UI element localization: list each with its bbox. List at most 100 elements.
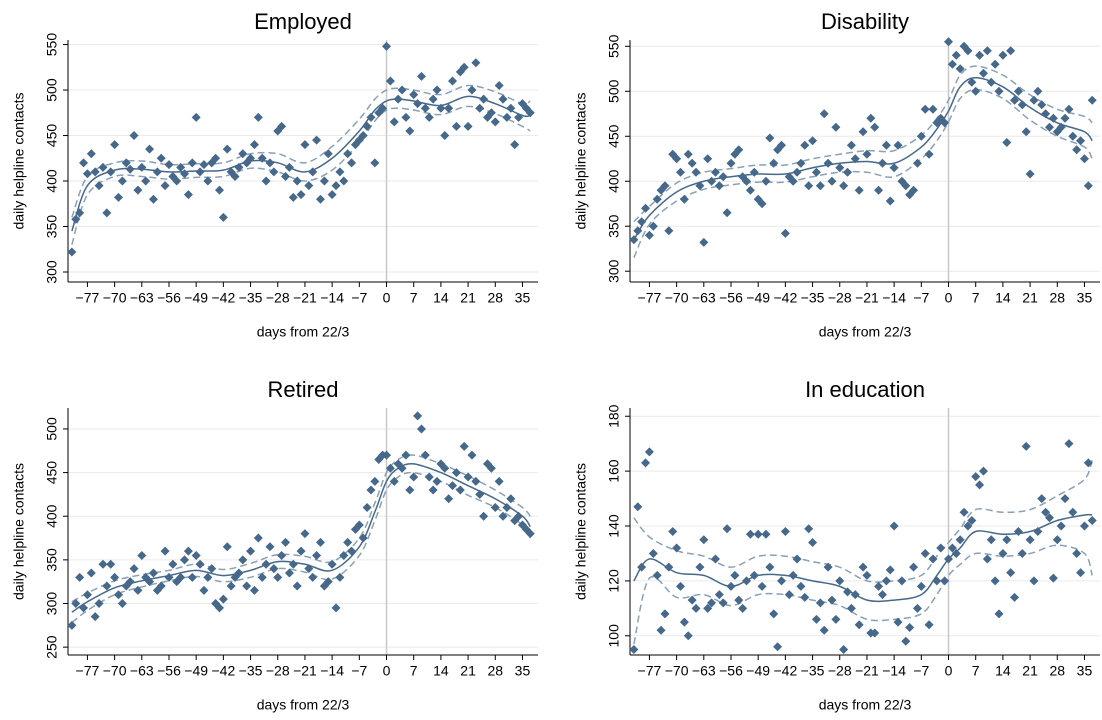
point (761, 176, 771, 186)
point (730, 570, 740, 580)
x-tick-label: −14 (882, 290, 906, 306)
point (656, 625, 666, 635)
point (71, 214, 81, 224)
x-tick-label: −56 (157, 663, 181, 679)
point (1006, 46, 1016, 56)
point (862, 570, 872, 580)
point (679, 617, 689, 627)
point (912, 158, 922, 168)
point (180, 555, 190, 565)
x-tick-label: −21 (855, 663, 879, 679)
point (963, 521, 973, 531)
point (796, 581, 806, 591)
point (1056, 521, 1066, 531)
point (187, 572, 197, 582)
point (401, 112, 411, 122)
point (265, 158, 275, 168)
x-tick-label: 14 (433, 290, 449, 306)
point (514, 511, 524, 521)
point (378, 103, 388, 113)
point (850, 154, 860, 164)
point (370, 158, 380, 168)
point (773, 642, 783, 652)
x-tick-label: −70 (103, 663, 127, 679)
point (471, 476, 481, 486)
x-tick-label: −7 (351, 290, 367, 306)
point (490, 117, 500, 127)
point (331, 603, 341, 613)
point (327, 190, 337, 200)
x-tick-label: −35 (239, 663, 263, 679)
point (881, 576, 891, 586)
point (110, 140, 120, 150)
point (125, 164, 135, 174)
point (238, 149, 248, 159)
point (234, 162, 244, 172)
point (1021, 127, 1031, 137)
y-axis-label: daily helpline contacts (11, 93, 27, 230)
point (148, 194, 158, 204)
point (1064, 104, 1074, 114)
point (230, 171, 240, 181)
point (397, 85, 407, 95)
point (67, 620, 77, 630)
point (804, 524, 814, 534)
point (672, 154, 682, 164)
point (982, 554, 992, 564)
point (986, 77, 996, 87)
point (284, 162, 294, 172)
point (792, 167, 802, 177)
point (308, 167, 318, 177)
point (780, 228, 790, 238)
point (893, 617, 903, 627)
point (660, 181, 670, 191)
point (486, 108, 496, 118)
point (463, 472, 473, 482)
point (714, 590, 724, 600)
x-tick-label: −56 (719, 290, 743, 306)
point (808, 537, 818, 547)
point (687, 595, 697, 605)
x-tick-label: −42 (773, 663, 797, 679)
point (502, 502, 512, 512)
point (990, 59, 1000, 69)
point (846, 140, 856, 150)
point (195, 559, 205, 569)
point (300, 529, 310, 539)
point (1072, 548, 1082, 558)
point (707, 176, 717, 186)
point (1041, 507, 1051, 517)
point (1064, 439, 1074, 449)
point (1068, 131, 1078, 141)
point (819, 625, 829, 635)
point (1048, 113, 1058, 123)
point (745, 529, 755, 539)
point (1002, 138, 1012, 148)
point (440, 463, 450, 473)
x-axis-label: days from 22/3 (819, 697, 912, 713)
point (905, 623, 915, 633)
point (815, 181, 825, 191)
point (990, 576, 1000, 586)
point (726, 581, 736, 591)
point (710, 167, 720, 177)
point (160, 546, 170, 556)
x-tick-label: −42 (773, 290, 797, 306)
point (416, 71, 426, 81)
x-tick-label: −49 (184, 290, 208, 306)
point (652, 194, 662, 204)
x-axis-label: days from 22/3 (257, 324, 350, 340)
point (780, 527, 790, 536)
point (835, 163, 845, 173)
point (510, 140, 520, 150)
point (490, 502, 500, 512)
point (498, 511, 508, 521)
point (753, 529, 763, 539)
point (273, 572, 283, 582)
point (389, 117, 399, 127)
point (1076, 568, 1086, 578)
point (420, 103, 430, 113)
point (413, 411, 423, 421)
point (405, 485, 415, 495)
point (765, 133, 775, 143)
